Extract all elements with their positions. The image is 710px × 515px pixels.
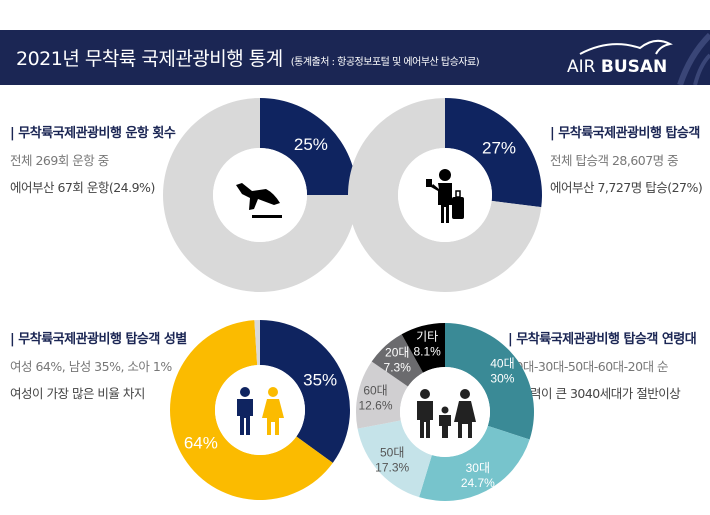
donut-slice [260,320,350,463]
passengers-section: | 무착륙국제관광비행 탑승객 전체 탑승객 28,607명 중 에어부산 7,… [550,122,703,196]
slice-value-label: 7.3% [384,360,412,374]
donut-2: 35% 64% [170,320,350,500]
slice-value-label: 27% [482,138,516,157]
gender-section: | 무착륙국제관광비행 탑승객 성별 여성 64%, 남성 35%, 소아 1%… [10,328,187,402]
slice-value-label: 25% [294,135,328,154]
donut-slice [260,98,357,195]
donut-slice [357,420,432,498]
air-busan-logo: AIR BUSAN [567,57,668,77]
donut-slice [419,425,530,501]
section-line: 전체 269회 운항 중 [10,153,109,168]
section-line: 여성 64%, 남성 35%, 소아 1% [10,359,172,374]
slice-label: 기타 [416,329,438,343]
section-heading: | 무착륙국제관광비행 탑승객 성별 [10,332,187,347]
donut-slice [445,98,542,208]
family-icon [417,389,476,438]
slice-value-label: 64% [184,434,218,453]
slice-value-label: 8.1% [413,344,441,358]
logo-swoosh-decoration [579,32,710,85]
flights-section: | 무착륙국제관광비행 운항 횟수 전체 269회 운항 중 에어부산 67회 … [10,122,176,196]
donut-1: 27% [347,98,542,292]
section-line: 에어부산 67회 운항(24.9%) [10,180,155,195]
airplane-takeoff-icon [236,183,282,218]
slice-label: 60대 [363,383,387,397]
section-line: 전체 탑승객 28,607명 중 [550,153,679,168]
donut-slice [254,320,260,366]
slice-value-label: 35% [303,370,337,389]
slice-label: 30대 [466,461,490,475]
traveler-icon [426,169,464,223]
section-line: 에어부산 7,727명 탑승(27%) [550,180,703,195]
page-title: 2021년 무착륙 국제관광비행 통계 (통계출처 : 항공정보포털 및 에어부산… [16,48,480,70]
donut-slice [445,323,535,440]
section-heading: | 무착륙국제관광비행 탑승객 [550,126,700,141]
section-heading: | 무착륙국제관광비행 운항 횟수 [10,126,176,141]
male-female-icon [237,387,284,435]
slice-label: 50대 [380,445,404,459]
section-line: 40대-30대-50대-60대-20대 순 [508,359,669,374]
slice-value-label: 24.7% [461,476,495,490]
slice-label: 20대 [385,345,409,359]
section-line: 구매력이 큰 3040세대가 절반이상 [508,386,681,401]
header-banner: 2021년 무착륙 국제관광비행 통계 (통계출처 : 항공정보포털 및 에어부산… [0,30,710,85]
donut-slice [356,361,408,429]
slice-value-label: 12.6% [359,398,393,412]
slice-value-label: 30% [490,371,514,385]
section-heading: | 무착륙국제관광비행 탑승객 연령대 [508,332,697,347]
source-note: (통계출처 : 항공정보포털 및 에어부산 탑승자료) [290,57,480,68]
section-line: 여성이 가장 많은 비율 차지 [10,386,145,401]
donut-slice [401,323,445,373]
slice-value-label: 17.3% [375,460,409,474]
donut-slice [163,98,357,292]
donut-0: 25% [163,98,357,292]
donut-hole [215,365,305,455]
slice-label: 40대 [490,356,514,370]
age-section: | 무착륙국제관광비행 탑승객 연령대 40대-30대-50대-60대-20대 … [508,328,697,402]
donut-slice [347,98,542,292]
donut-slice [170,320,333,500]
donut-slice [371,334,424,387]
